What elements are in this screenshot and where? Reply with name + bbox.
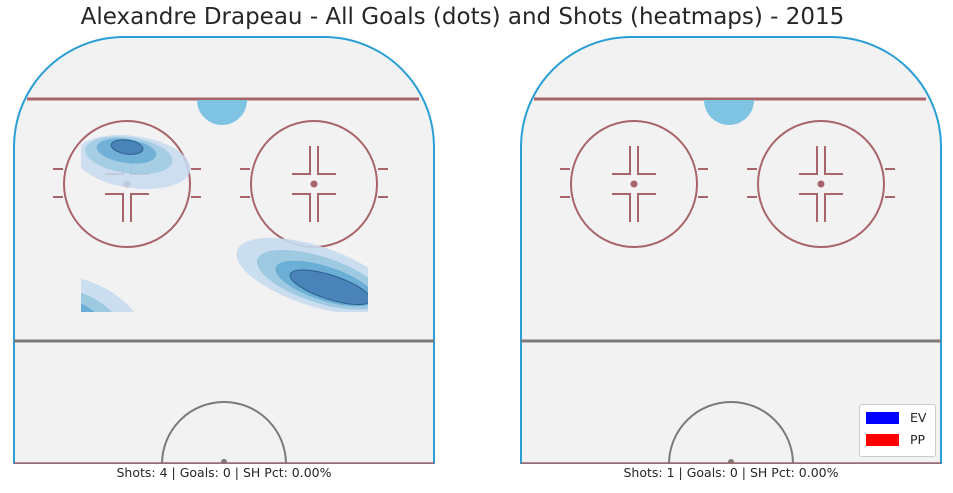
center-circle bbox=[668, 401, 794, 464]
chart-title: Alexandre Drapeau - All Goals (dots) and… bbox=[80, 4, 845, 30]
legend-label-ev: EV bbox=[910, 410, 927, 425]
shot-heatmap-left bbox=[81, 135, 368, 312]
heat-blob-mid bbox=[236, 237, 368, 312]
legend-swatch-ev bbox=[866, 412, 899, 424]
faceoff-circle-left bbox=[560, 120, 708, 248]
panel-caption-right: Shots: 1 | Goals: 0 | SH Pct: 0.00% bbox=[623, 465, 839, 480]
legend-label-pp: PP bbox=[910, 432, 926, 447]
legend-swatch-pp bbox=[866, 434, 899, 446]
heat-blob-low bbox=[81, 274, 143, 312]
rink-ice bbox=[520, 36, 942, 464]
goal-crease bbox=[197, 100, 247, 125]
heat-blob-top bbox=[81, 135, 191, 189]
faceoff-circle-right bbox=[747, 120, 895, 248]
rink-left-svg bbox=[13, 36, 435, 464]
rink-panel-right bbox=[520, 36, 942, 464]
panel-caption-left: Shots: 4 | Goals: 0 | SH Pct: 0.00% bbox=[116, 465, 332, 480]
legend: EV PP bbox=[859, 404, 936, 457]
rink-panel-left bbox=[13, 36, 435, 464]
rink-right-svg bbox=[520, 36, 942, 464]
goal-crease bbox=[704, 100, 754, 125]
center-circle bbox=[161, 401, 287, 464]
